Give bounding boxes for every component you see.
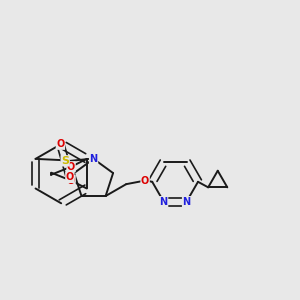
Text: N: N — [182, 196, 190, 207]
Text: N: N — [89, 154, 98, 164]
Text: O: O — [56, 139, 64, 149]
Text: N: N — [160, 196, 168, 207]
Text: S: S — [61, 156, 69, 166]
Text: O: O — [141, 176, 149, 186]
Text: O: O — [67, 162, 75, 172]
Text: O: O — [67, 176, 75, 186]
Text: O: O — [66, 172, 74, 182]
